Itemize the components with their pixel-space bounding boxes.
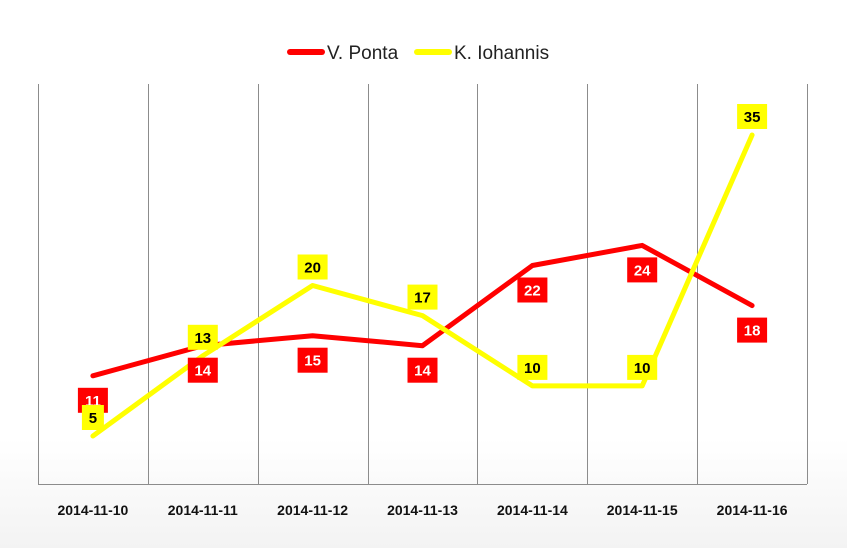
x-tick-label: 2014-11-15 <box>607 502 678 518</box>
x-tick-label: 2014-11-11 <box>168 502 238 518</box>
data-label: 35 <box>744 109 761 126</box>
data-label: 10 <box>524 360 541 377</box>
x-tick-label: 2014-11-12 <box>277 502 348 518</box>
data-label: 20 <box>304 260 321 277</box>
data-label-box <box>517 354 548 380</box>
data-label: 15 <box>304 353 321 370</box>
data-label-box <box>407 284 438 310</box>
data-label: 24 <box>634 262 651 279</box>
data-label: 14 <box>414 363 431 380</box>
data-label: 14 <box>194 363 211 380</box>
data-label-box <box>81 405 104 430</box>
data-label-box <box>737 317 768 343</box>
x-tick-label: 2014-11-13 <box>387 502 458 518</box>
legend: V. Ponta K. Iohannis <box>287 43 549 64</box>
x-axis-tick-labels: 2014-11-10 2014-11-11 2014-11-12 2014-11-13… <box>57 502 787 518</box>
data-label: 18 <box>744 323 761 340</box>
data-label: 10 <box>634 360 651 377</box>
data-label: 17 <box>414 290 431 307</box>
data-label-box <box>297 254 328 280</box>
legend-label: V. Ponta <box>327 43 399 64</box>
data-label-box <box>407 357 438 383</box>
data-label-box <box>737 104 768 129</box>
x-tick-label: 2014-11-16 <box>717 502 788 518</box>
gridlines <box>38 84 808 485</box>
legend-label: K. Iohannis <box>454 43 549 64</box>
data-label-box <box>627 354 658 380</box>
data-label-box <box>187 357 218 383</box>
data-label: 22 <box>524 283 541 300</box>
series-line <box>90 132 755 439</box>
data-label: 5 <box>89 410 97 427</box>
data-label-box <box>187 324 218 350</box>
x-tick-label: 2014-11-10 <box>57 502 128 518</box>
data-label: 13 <box>194 330 211 347</box>
data-label-box <box>297 347 328 373</box>
data-label-box <box>517 277 548 303</box>
x-tick-label: 2014-11-14 <box>497 502 568 518</box>
data-label-box <box>627 257 658 283</box>
